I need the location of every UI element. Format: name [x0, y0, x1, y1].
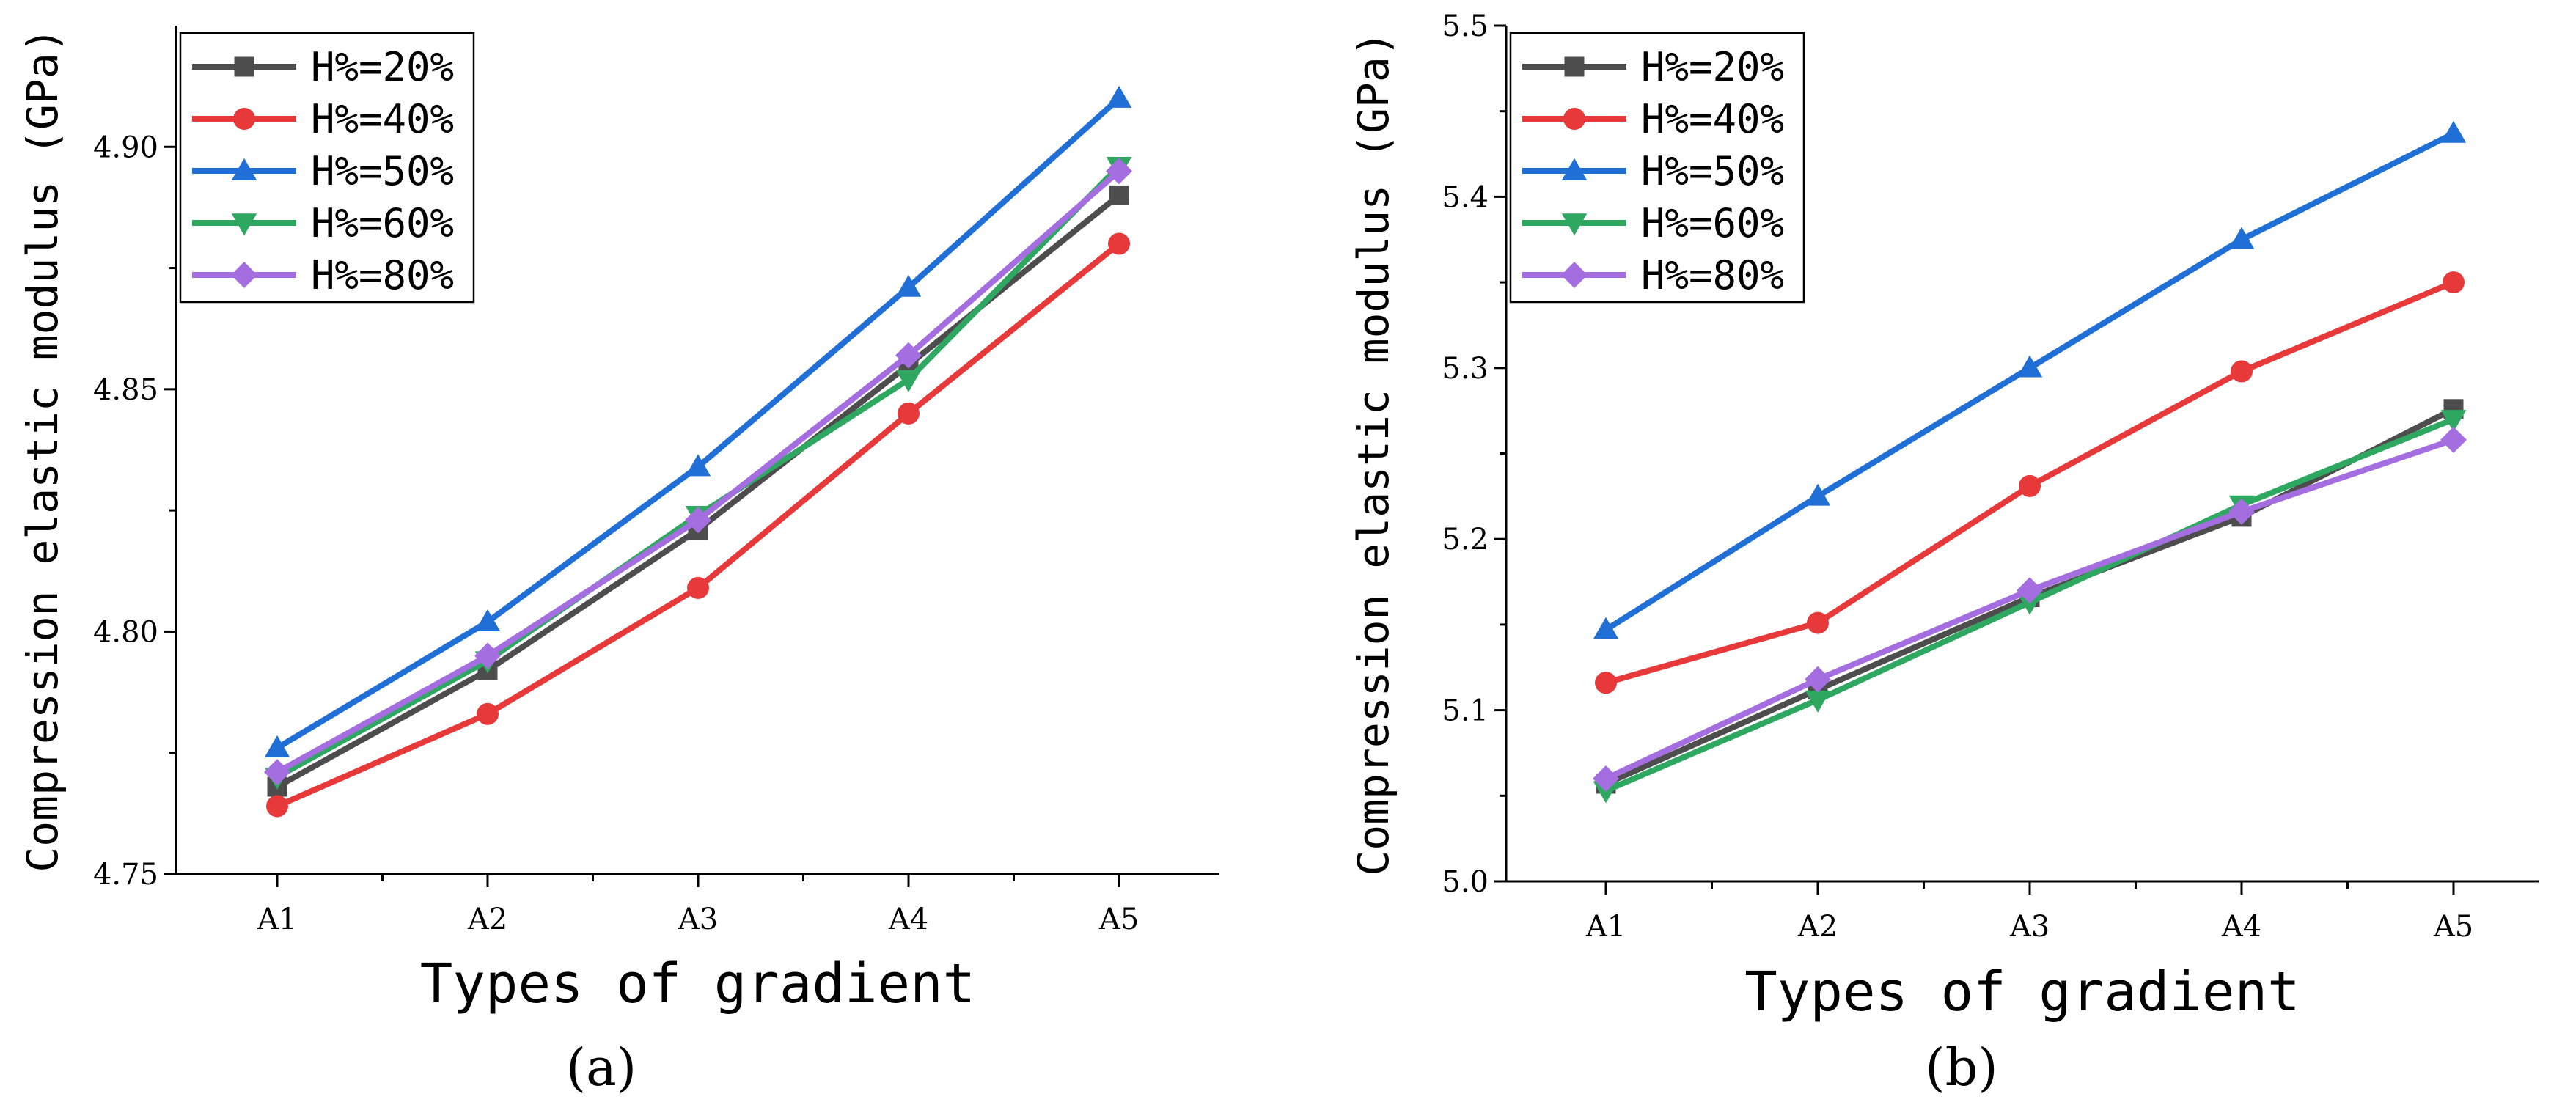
- data-point: [2440, 410, 2467, 433]
- legend-label: H%=20%: [1641, 44, 1784, 90]
- panel-caption: (a): [566, 1037, 636, 1098]
- legend-a: H%=20% H%=40% H%=50% H%=60% H%=80%: [179, 32, 475, 304]
- axes-b: 5.0 5.1 5.2 5.3 5.4 5.5 A1 A2 A3 A4 A5: [1442, 10, 2539, 944]
- y-tick-label: 5.2: [1442, 523, 1489, 556]
- data-point: [2228, 227, 2255, 249]
- data-point: [2017, 577, 2043, 604]
- data-point: [2440, 426, 2467, 453]
- legend-label: H%=60%: [311, 200, 454, 246]
- data-point: [898, 402, 920, 425]
- legend-b: H%=20% H%=40% H%=50% H%=60% H%=80%: [1509, 32, 1805, 304]
- y-tick-label: 4.90: [93, 131, 158, 164]
- legend-label: H%=80%: [1641, 252, 1784, 298]
- data-point: [474, 642, 501, 669]
- legend-box: [1509, 32, 1805, 304]
- legend-marker: [1561, 158, 1588, 180]
- data-point: [2443, 271, 2465, 294]
- legend-marker: [231, 158, 257, 180]
- x-tick-label: A3: [2009, 910, 2050, 944]
- data-point: [895, 370, 922, 392]
- x-tick-label: A5: [2433, 910, 2473, 944]
- x-tick-label: A2: [467, 903, 507, 936]
- data-point: [1108, 232, 1130, 255]
- data-point: [2440, 120, 2467, 143]
- data-point: [1805, 483, 1831, 506]
- legend-label: H%=40%: [1641, 96, 1784, 142]
- x-axis-label: Types of gradient: [420, 952, 975, 1015]
- data-point: [2231, 360, 2253, 383]
- data-point: [2019, 474, 2041, 497]
- legend-label: H%=80%: [311, 252, 454, 298]
- data-point: [1109, 185, 1129, 205]
- data-point: [474, 609, 501, 631]
- legend-label: H%=40%: [311, 96, 454, 142]
- x-axis-label: Types of gradient: [1744, 960, 2300, 1024]
- panel-caption: (b): [1925, 1037, 1997, 1098]
- data-point: [687, 576, 709, 599]
- legend-label: H%=50%: [311, 148, 454, 194]
- y-tick-label: 4.85: [93, 373, 158, 407]
- data-point: [2017, 592, 2043, 615]
- data-point: [2228, 498, 2255, 525]
- y-axis-label: Compression elastic modulus (GPa): [18, 27, 67, 872]
- legend-marker: [1563, 108, 1585, 130]
- data-point: [1593, 781, 1619, 804]
- data-point: [1593, 617, 1619, 639]
- data-point: [2017, 355, 2043, 378]
- y-tick-label: 5.3: [1442, 352, 1489, 386]
- legend-label: H%=20%: [311, 44, 454, 90]
- x-tick-label: A5: [1098, 903, 1139, 936]
- x-tick-label: A4: [2221, 910, 2261, 944]
- legend-marker: [233, 108, 255, 130]
- x-tick-label: A4: [888, 903, 928, 936]
- legend-box: [179, 32, 475, 304]
- axes-a: 4.75 4.80 4.85 4.90 A1 A2 A3 A4 A5: [93, 26, 1219, 936]
- legend-marker: [1561, 262, 1588, 288]
- data-point: [1595, 672, 1617, 694]
- y-tick-label: 5.0: [1442, 865, 1489, 899]
- y-tick-label: 5.5: [1442, 10, 1489, 43]
- x-tick-label: A1: [1585, 910, 1626, 944]
- series-b: [1593, 120, 2467, 804]
- y-tick-label: 5.4: [1442, 180, 1489, 214]
- data-point: [264, 735, 290, 757]
- data-point: [895, 342, 922, 369]
- data-point: [264, 759, 290, 786]
- data-point: [685, 507, 711, 534]
- data-point: [1106, 85, 1132, 108]
- chart-panel-b: 5.0 5.1 5.2 5.3 5.4 5.5 A1 A2 A3 A4 A5 H%=20% H%=40…: [1348, 10, 2539, 1098]
- data-point: [1805, 690, 1831, 713]
- legend-marker: [231, 262, 257, 288]
- x-tick-label: A1: [257, 903, 297, 936]
- data-point: [477, 702, 499, 725]
- data-point: [1106, 158, 1132, 185]
- x-tick-label: A3: [678, 903, 718, 936]
- series-a: [264, 85, 1132, 818]
- data-point: [1805, 666, 1831, 693]
- legend-marker: [1561, 213, 1588, 236]
- data-point: [685, 454, 711, 477]
- data-point: [1807, 611, 1829, 634]
- legend-label: H%=50%: [1641, 148, 1784, 194]
- y-tick-label: 4.75: [93, 858, 158, 892]
- y-axis-label: Compression elastic modulus (GPa): [1348, 31, 1398, 875]
- legend-marker: [231, 213, 257, 236]
- y-tick-label: 4.80: [93, 615, 158, 649]
- data-point: [1593, 765, 1619, 792]
- data-point: [266, 795, 288, 818]
- x-tick-label: A2: [1797, 910, 1838, 944]
- data-point: [895, 274, 922, 297]
- legend-label: H%=60%: [1641, 200, 1784, 246]
- legend-marker: [1564, 56, 1585, 77]
- legend-marker: [234, 56, 254, 77]
- y-tick-label: 5.1: [1442, 694, 1489, 728]
